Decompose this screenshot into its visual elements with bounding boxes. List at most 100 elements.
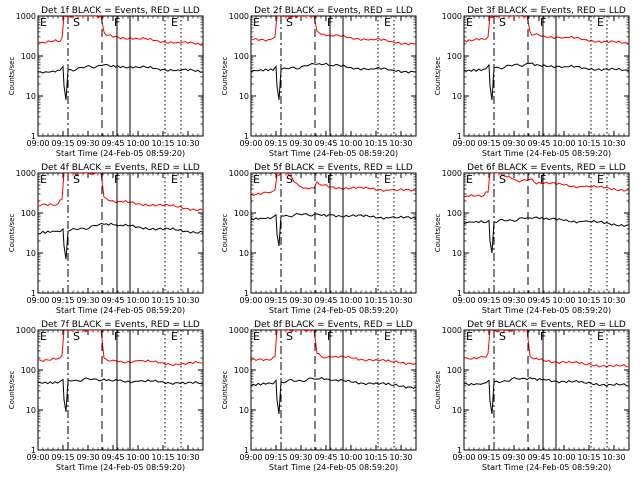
plot-frame (37, 329, 204, 451)
x-tick-label: 09:45 (314, 296, 337, 305)
x-tick-label: 10:15 (151, 296, 174, 305)
series-lld-line (251, 173, 416, 197)
x-tick-label: 10:00 (126, 296, 149, 305)
series-lld-line (251, 16, 416, 46)
marker-label-s: S (286, 330, 293, 343)
y-tick-label: 1000 (229, 169, 249, 178)
marker-label-e: E (466, 330, 473, 343)
marker-label-f: F (327, 173, 333, 186)
panel-title: Det 8f BLACK = Events, RED = LLD (254, 320, 413, 330)
series-lld-line (38, 16, 203, 46)
series-events-line (38, 222, 203, 260)
y-tick-label: 100 (447, 52, 462, 61)
y-tick-label: 100 (21, 209, 36, 218)
marker-label-f: F (540, 16, 546, 29)
marker-label-e: E (171, 330, 178, 343)
x-tick-label: 10:00 (552, 296, 575, 305)
y-axis-label: Counts/sec (221, 214, 229, 253)
x-axis-label: Start Time (24-Feb-05 08:59:20) (56, 149, 185, 158)
x-tick-label: 09:15 (477, 453, 500, 462)
marker-label-f: F (540, 330, 546, 343)
x-tick-label: 09:15 (264, 453, 287, 462)
panel-det-9f: Det 9f BLACK = Events, RED = LLD 1 10 100 10… (434, 320, 630, 472)
x-tick-label: 10:15 (577, 453, 600, 462)
marker-label-s: S (499, 330, 506, 343)
x-tick-label: 09:15 (51, 296, 74, 305)
panel-det-7f: Det 7f BLACK = Events, RED = LLD 1 10 100 10… (8, 320, 204, 472)
plot-frame (37, 15, 204, 137)
series-lld-line (38, 330, 203, 367)
x-tick-label: 09:45 (527, 296, 550, 305)
panel-title: Det 1f BLACK = Events, RED = LLD (41, 6, 200, 16)
x-tick-label: 09:45 (314, 139, 337, 148)
y-tick-label: 100 (21, 52, 36, 61)
series-events-line (464, 376, 629, 414)
panel-title: Det 7f BLACK = Events, RED = LLD (41, 320, 200, 330)
x-tick-label: 09:15 (477, 139, 500, 148)
marker-label-f: F (114, 173, 120, 186)
series-events-line (464, 216, 629, 254)
x-tick-label: 10:30 (389, 296, 412, 305)
x-tick-label: 09:00 (452, 139, 475, 148)
y-tick-label: 10 (239, 92, 249, 101)
panel-det-5f: Det 5f BLACK = Events, RED = LLD 1 10 100 10… (221, 163, 417, 315)
y-tick-label: 1000 (442, 169, 462, 178)
panel-title: Det 2f BLACK = Events, RED = LLD (254, 6, 413, 16)
x-tick-label: 09:30 (289, 296, 312, 305)
panel-title: Det 5f BLACK = Events, RED = LLD (254, 163, 413, 173)
marker-label-f: F (114, 330, 120, 343)
marker-label-f: F (114, 16, 120, 29)
panel-title: Det 6f BLACK = Events, RED = LLD (467, 163, 626, 173)
marker-label-f: F (540, 173, 546, 186)
marker-label-f: F (327, 330, 333, 343)
y-axis-label: Counts/sec (434, 214, 442, 253)
y-tick-label: 10 (452, 249, 462, 258)
x-tick-label: 09:15 (51, 453, 74, 462)
y-tick-label: 10 (452, 92, 462, 101)
y-tick-label: 10 (26, 406, 36, 415)
x-tick-label: 09:30 (289, 139, 312, 148)
series-lld-line (38, 173, 203, 212)
x-tick-label: 10:30 (602, 139, 625, 148)
y-tick-label: 1000 (442, 326, 462, 335)
y-tick-label: 1000 (16, 326, 36, 335)
panel-det-4f: Det 4f BLACK = Events, RED = LLD 1 10 100 10… (8, 163, 204, 315)
x-tick-label: 09:00 (452, 453, 475, 462)
marker-label-e: E (597, 330, 604, 343)
marker-label-e: E (40, 16, 47, 29)
y-tick-label: 100 (447, 209, 462, 218)
y-tick-label: 1 (31, 446, 36, 455)
y-tick-label: 1000 (229, 12, 249, 21)
series-lld-line (464, 16, 629, 45)
x-tick-label: 09:00 (239, 453, 262, 462)
y-tick-label: 1000 (229, 326, 249, 335)
x-tick-label: 09:45 (314, 453, 337, 462)
series-events-line (38, 63, 203, 100)
x-tick-label: 10:30 (176, 139, 199, 148)
x-tick-label: 10:15 (364, 453, 387, 462)
y-tick-label: 10 (239, 406, 249, 415)
x-tick-label: 10:00 (126, 139, 149, 148)
y-tick-label: 100 (21, 366, 36, 375)
series-lld-line (251, 330, 416, 366)
plot-frame (463, 329, 630, 451)
x-tick-label: 09:00 (239, 296, 262, 305)
panel-det-2f: Det 2f BLACK = Events, RED = LLD 1 10 100 10… (221, 6, 417, 158)
x-tick-label: 09:30 (76, 296, 99, 305)
series-lld-line (464, 173, 629, 198)
marker-label-e: E (384, 330, 391, 343)
x-tick-label: 09:00 (239, 139, 262, 148)
marker-label-e: E (384, 16, 391, 29)
x-tick-label: 09:00 (26, 139, 49, 148)
plot-frame (37, 172, 204, 294)
y-tick-label: 1000 (16, 12, 36, 21)
y-tick-label: 10 (26, 249, 36, 258)
y-tick-label: 100 (234, 209, 249, 218)
series-events-line (251, 62, 416, 100)
plot-frame (463, 172, 630, 294)
y-tick-label: 10 (452, 406, 462, 415)
marker-label-e: E (171, 173, 178, 186)
x-tick-label: 10:15 (577, 296, 600, 305)
x-tick-label: 09:45 (101, 139, 124, 148)
